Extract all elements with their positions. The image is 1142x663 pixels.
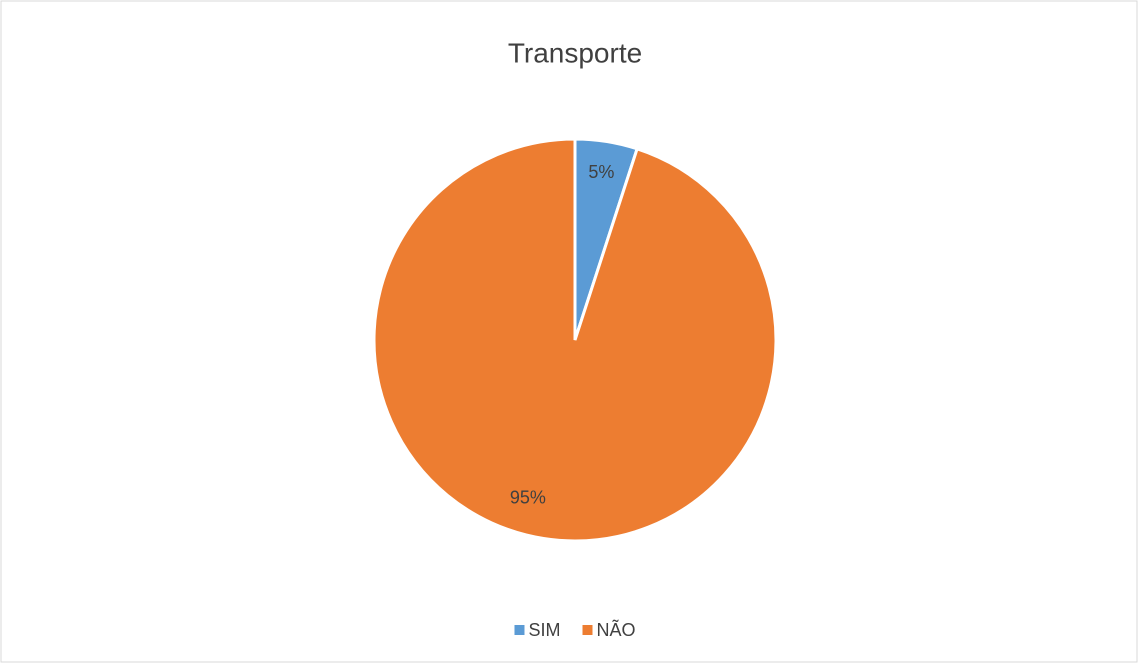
chart-title: Transporte [508,37,642,68]
legend-swatch [514,625,525,635]
legend-swatch [582,625,593,635]
data-label: 95% [510,488,546,508]
legend-label: SIM [528,620,560,640]
pie-slice [372,137,778,543]
legend-label: NÃO [597,619,636,640]
data-label: 5% [588,162,614,182]
